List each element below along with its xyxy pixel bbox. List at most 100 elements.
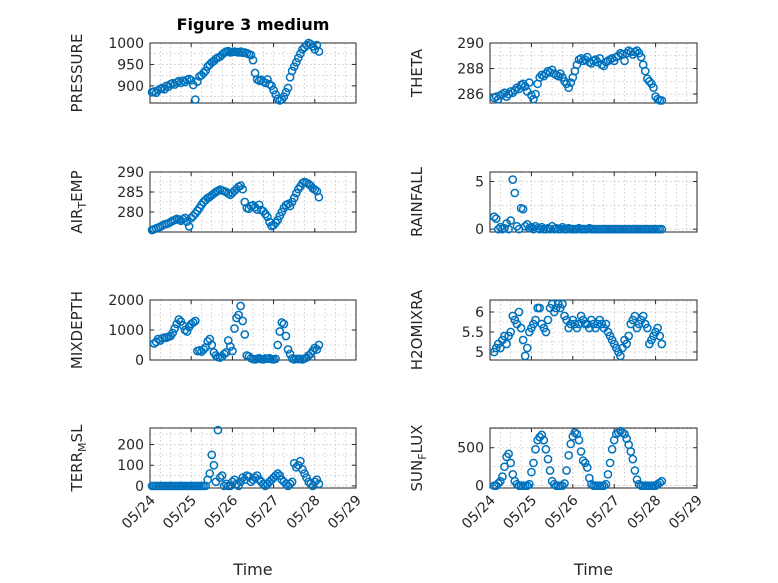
data-point xyxy=(558,299,567,309)
axes-box xyxy=(149,427,357,489)
y-tick-label: 5.5 xyxy=(462,325,484,341)
data-point xyxy=(232,479,241,489)
data-point xyxy=(564,83,574,93)
y-axis-label: SUNFLUX xyxy=(408,425,429,492)
y-tick-label: 5 xyxy=(475,345,484,361)
data-point xyxy=(250,473,260,483)
data-point xyxy=(518,79,528,89)
data-point xyxy=(657,96,667,105)
data-point xyxy=(539,71,549,81)
data-point xyxy=(283,345,293,354)
data-point xyxy=(273,340,283,350)
data-point xyxy=(269,220,278,230)
data-point xyxy=(601,479,611,489)
panel-1: 900 950 1000 PRESSURE Figure 3 medium xyxy=(68,15,357,113)
data-point xyxy=(188,211,198,221)
data-point xyxy=(306,479,316,489)
y-tick-label: 6 xyxy=(475,305,484,321)
data-point xyxy=(240,330,250,339)
data-point xyxy=(510,85,520,95)
data-point xyxy=(238,473,248,483)
grid xyxy=(490,300,697,360)
data-point xyxy=(300,469,309,478)
data-point xyxy=(603,469,613,479)
y-tick-label: 288 xyxy=(457,62,484,78)
data-point xyxy=(215,473,225,483)
data-point xyxy=(285,349,295,359)
data-point xyxy=(283,83,293,93)
data-point xyxy=(622,48,631,58)
data-point xyxy=(186,75,196,85)
data-point xyxy=(636,52,646,62)
data-point xyxy=(293,53,303,63)
data-point xyxy=(560,76,569,86)
data-point xyxy=(578,456,588,466)
y-axis-label: PRESSURE xyxy=(68,34,86,113)
data-point xyxy=(228,346,237,356)
data-point xyxy=(199,345,208,354)
data-point xyxy=(624,331,634,341)
data-point xyxy=(574,435,584,445)
data-point xyxy=(518,204,528,214)
data-point xyxy=(314,192,324,202)
y-tick-label: 290 xyxy=(117,165,144,181)
data-point xyxy=(582,52,592,62)
data-point xyxy=(620,56,629,66)
data-point xyxy=(302,40,311,50)
y-tick-label: 200 xyxy=(117,438,144,454)
data-point xyxy=(184,222,194,231)
data-point xyxy=(622,339,631,349)
data-series xyxy=(147,177,324,235)
data-point xyxy=(199,68,208,78)
data-point xyxy=(207,450,217,460)
data-point xyxy=(277,318,287,327)
data-point xyxy=(566,439,576,449)
y-tick-label: 1000 xyxy=(108,36,144,52)
data-point xyxy=(508,88,518,98)
y-tick-label: 900 xyxy=(117,79,144,95)
data-point xyxy=(500,331,509,341)
data-point xyxy=(657,339,667,349)
data-point xyxy=(252,471,262,480)
data-point xyxy=(576,53,586,63)
y-tick-label: 100 xyxy=(117,458,144,474)
data-point xyxy=(496,222,505,232)
y-tick-label: 500 xyxy=(457,441,484,457)
data-point xyxy=(527,222,536,232)
data-point xyxy=(580,458,590,468)
y-axis-label: RAINFALL xyxy=(408,166,426,237)
data-point xyxy=(630,466,640,475)
data-series xyxy=(489,426,667,491)
data-point xyxy=(655,331,665,341)
data-series xyxy=(149,301,324,364)
data-point xyxy=(572,60,582,70)
data-point xyxy=(491,214,501,224)
data-point xyxy=(205,469,215,478)
data-point xyxy=(279,92,289,101)
data-point xyxy=(314,340,324,350)
data-point xyxy=(642,74,652,84)
data-point xyxy=(174,76,184,86)
panel-5: 0 1000 2000 MIXDEPTH xyxy=(68,291,357,369)
data-point xyxy=(576,447,586,456)
data-point xyxy=(607,444,617,454)
data-point xyxy=(496,476,505,486)
data-series xyxy=(147,38,324,105)
data-point xyxy=(188,318,198,327)
data-point xyxy=(657,224,667,234)
data-point xyxy=(620,429,629,439)
y-tick-label: 950 xyxy=(117,57,144,73)
data-point xyxy=(516,323,526,333)
data-point xyxy=(520,221,530,231)
data-point xyxy=(566,78,576,87)
data-point xyxy=(207,340,217,350)
data-point xyxy=(314,479,324,489)
y-tick-label: 280 xyxy=(117,205,144,221)
data-point xyxy=(640,66,650,76)
x-axis-label: Time xyxy=(573,560,613,579)
data-point xyxy=(168,328,178,338)
data-point xyxy=(306,39,316,49)
data-point xyxy=(531,444,540,454)
data-point xyxy=(522,343,532,353)
